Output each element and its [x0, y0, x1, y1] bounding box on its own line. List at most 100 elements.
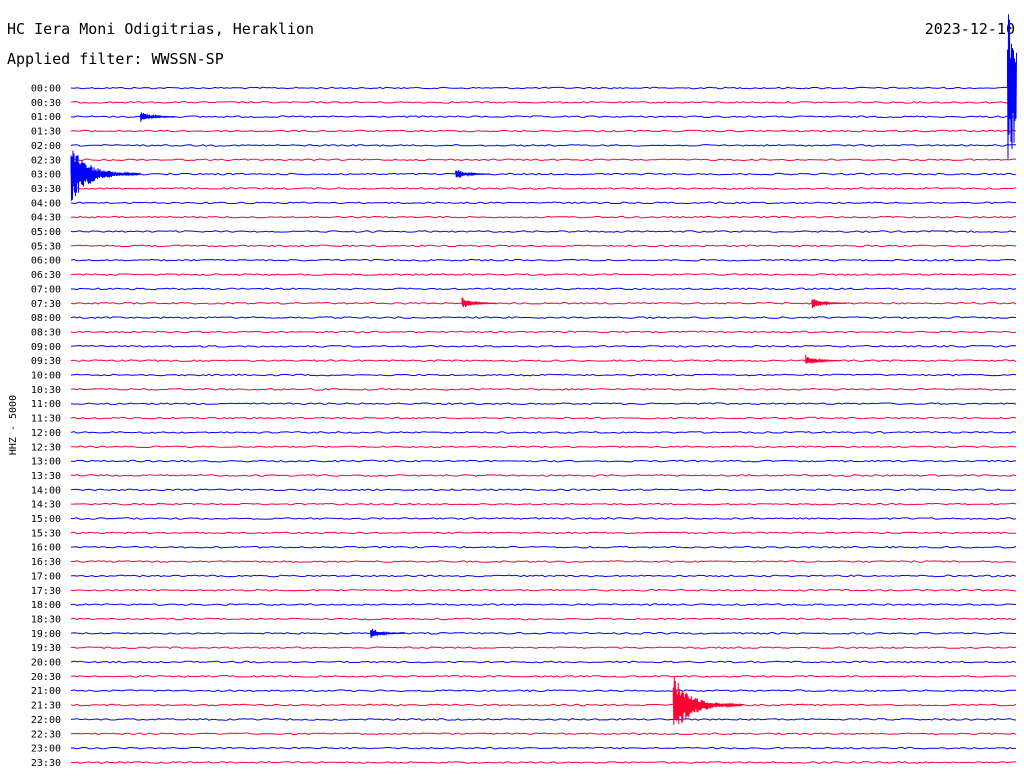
- row-label: 12:30: [31, 442, 61, 453]
- row-label: 15:00: [31, 514, 61, 525]
- trace-row: [70, 445, 1017, 449]
- trace-row: [70, 761, 1017, 764]
- row-label: 18:30: [31, 614, 61, 625]
- trace-row: [70, 660, 1017, 664]
- trace-row: [70, 531, 1017, 535]
- trace-row: [70, 316, 1017, 319]
- seismic-event: [672, 676, 744, 725]
- trace-row: [70, 330, 1017, 334]
- row-label: 10:30: [31, 385, 61, 396]
- trace-row: [70, 574, 1017, 578]
- trace-row: [70, 718, 1017, 721]
- row-label: 22:30: [31, 729, 61, 740]
- trace-row: [70, 545, 1017, 549]
- trace-row: [70, 230, 1016, 233]
- seismic-event: [139, 112, 176, 122]
- row-label: 17:30: [31, 586, 61, 597]
- row-label: 18:00: [31, 600, 61, 611]
- trace-row: [70, 675, 1017, 678]
- filter-label: Applied filter: WWSSN-SP: [7, 50, 224, 68]
- row-label: 03:00: [31, 170, 61, 181]
- row-label: 05:00: [31, 227, 61, 238]
- seismic-event: [1007, 14, 1017, 159]
- trace-row: [70, 258, 1017, 262]
- trace-row: [70, 617, 1017, 621]
- row-label: 13:30: [31, 471, 61, 482]
- trace-row: [70, 402, 1017, 406]
- trace-row: [70, 431, 1017, 434]
- row-label: 12:00: [31, 428, 61, 439]
- seismic-event: [805, 354, 841, 364]
- date-label: 2023-12-10: [924, 20, 1015, 38]
- row-label: 20:00: [31, 658, 61, 669]
- row-label: 08:30: [31, 327, 61, 338]
- row-label: 16:30: [31, 557, 61, 568]
- trace-row: [70, 646, 1017, 649]
- trace-row: [70, 459, 1017, 463]
- row-label: 05:30: [31, 241, 61, 252]
- row-label: 21:30: [31, 701, 61, 712]
- seismic-event: [811, 299, 847, 309]
- trace-row: [70, 416, 1017, 420]
- row-label: 06:00: [31, 256, 61, 267]
- trace-row: [70, 588, 1017, 592]
- trace-row: [70, 359, 1017, 362]
- row-label: 22:00: [31, 715, 61, 726]
- row-label: 17:00: [31, 571, 61, 582]
- trace-row: [70, 746, 1017, 750]
- row-label: 11:30: [31, 414, 61, 425]
- row-labels: 00:00 00:30 01:00 01:30 02:00 02:30 03:00 03:30…: [31, 84, 61, 769]
- trace-row: [70, 603, 1017, 606]
- trace-row: [70, 172, 1017, 176]
- row-label: 13:00: [31, 457, 61, 468]
- row-label: 06:30: [31, 270, 61, 281]
- row-label: 14:30: [31, 500, 61, 511]
- row-label: 04:30: [31, 213, 61, 224]
- trace-row: [70, 158, 1016, 162]
- trace-row: [70, 344, 1017, 348]
- trace-row: [70, 488, 1017, 492]
- seismic-event: [70, 150, 141, 201]
- row-label: 09:30: [31, 356, 61, 367]
- row-label: 19:00: [31, 629, 61, 640]
- trace-row: [70, 689, 1016, 693]
- seismic-event: [461, 297, 497, 308]
- trace-row: [70, 144, 1016, 147]
- trace-row: [71, 474, 1017, 477]
- station-title: HC Iera Moni Odigitrias, Heraklion: [7, 20, 315, 38]
- trace-row: [71, 560, 1017, 563]
- row-label: 10:00: [31, 371, 61, 382]
- trace-row: [70, 201, 1017, 205]
- trace-row: [70, 373, 1017, 377]
- row-label: 11:00: [31, 399, 61, 410]
- trace-row: [70, 86, 1017, 90]
- row-label: 15:30: [31, 528, 61, 539]
- row-label: 16:00: [31, 543, 61, 554]
- trace-row: [70, 115, 1017, 119]
- trace-row: [71, 244, 1017, 248]
- row-label: 01:00: [31, 112, 61, 123]
- row-label: 09:00: [31, 342, 61, 353]
- row-label: 23:00: [31, 744, 61, 755]
- seismic-events: [70, 14, 1017, 725]
- trace-row: [70, 732, 1017, 736]
- row-label: 08:00: [31, 313, 61, 324]
- trace-row: [70, 517, 1017, 520]
- row-label: 14:00: [31, 485, 61, 496]
- trace-row: [70, 273, 1017, 276]
- trace-row: [71, 502, 1017, 506]
- trace-row: [70, 631, 1017, 635]
- row-label: 02:30: [31, 155, 61, 166]
- row-label: 19:30: [31, 643, 61, 654]
- trace-row: [70, 129, 1017, 133]
- row-label: 07:30: [31, 299, 61, 310]
- trace-row: [70, 215, 1017, 219]
- row-label: 01:30: [31, 127, 61, 138]
- seismic-event: [370, 628, 406, 638]
- row-label: 00:30: [31, 98, 61, 109]
- row-label: 04:00: [31, 198, 61, 209]
- seismic-traces: [70, 86, 1017, 764]
- row-label: 02:00: [31, 141, 61, 152]
- trace-row: [70, 187, 1017, 190]
- seismic-event: [455, 169, 491, 178]
